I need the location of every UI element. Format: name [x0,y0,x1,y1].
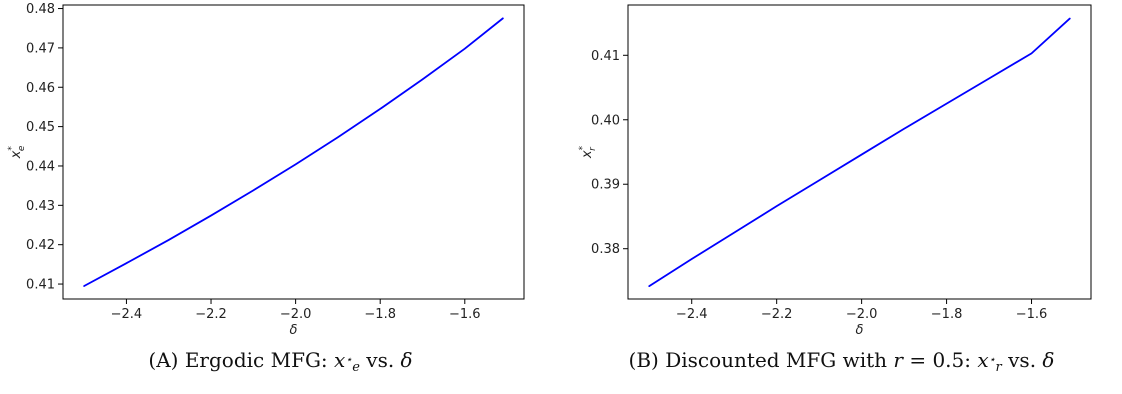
figure-panel-a: −2.4 −2.2 −2.0 −1.8 −1.6 0.41 0.42 0.43 0.44 0.45… [0,2,561,375]
caption-b-tail: vs. [1008,348,1037,372]
x-tick-label-b: −2.4 [676,307,708,322]
caption-b-text: Discounted MFG with [665,348,888,372]
y-tick-label-a: 0.44 [26,159,55,174]
y-tick-label-b: 0.40 [591,113,620,128]
caption-a-var: x⋆ [334,348,353,372]
x-tick-label-b: −1.6 [1016,307,1048,322]
series-line-b [648,17,1071,288]
caption-a-text: Ergodic MFG: [184,348,328,372]
caption-b-r-var: r [893,348,903,372]
x-tick-label-b: −1.8 [931,307,963,322]
x-tick-label-b: −2.0 [846,307,878,322]
plot-frame-b [627,4,1092,300]
caption-b-sub: r [995,360,1002,375]
caption-b-greek: δ [1042,348,1055,372]
y-tick-label-b: 0.41 [591,49,620,64]
y-axis-label-b: x*r [578,145,598,159]
caption-b: (B) Discounted MFG with r = 0.5: x⋆r vs.… [561,348,1122,375]
caption-a-tail: vs. [366,348,395,372]
x-tick-label-a: −2.0 [280,307,312,322]
x-tick-label-a: −1.6 [449,307,481,322]
plot-frame-a [62,4,525,300]
y-tick-label-a: 0.43 [26,199,55,214]
series-line-a [83,17,504,287]
caption-b-var: x⋆ [977,348,996,372]
y-tick-label-a: 0.41 [26,278,55,293]
x-tick-label-b: −2.2 [761,307,793,322]
caption-b-r-eq: = 0.5: [909,348,972,372]
caption-a-tag: (A) [148,348,179,372]
figure-panel-b: −2.4 −2.2 −2.0 −1.8 −1.6 0.38 0.39 0.40 0.41 δ x*r… [561,0,1122,394]
y-tick-label-b: 0.39 [591,178,620,193]
y-tick-label-a: 0.45 [26,120,55,135]
chart-a: −2.4 −2.2 −2.0 −1.8 −1.6 0.41 0.42 0.43 0.44 0.45… [7,2,525,338]
x-tick-label-a: −2.2 [195,307,227,322]
x-axis-label-a: δ [290,323,298,338]
caption-a-greek: δ [400,348,413,372]
x-tick-label-a: −2.4 [111,307,143,322]
y-tick-label-a: 0.48 [26,2,55,17]
y-tick-label-b: 0.38 [591,242,620,257]
x-tick-label-a: −1.8 [364,307,396,322]
caption-a: (A) Ergodic MFG: x⋆e vs. δ [0,348,561,375]
x-axis-label-b: δ [856,323,864,338]
y-axis-label-a: x*e [7,145,27,159]
y-tick-label-a: 0.47 [26,41,55,56]
chart-b: −2.4 −2.2 −2.0 −1.8 −1.6 0.38 0.39 0.40 0.41 δ x*r [578,4,1092,338]
caption-a-sub: e [352,360,360,375]
caption-b-tag: (B) [628,348,659,372]
y-tick-label-a: 0.46 [26,81,55,96]
y-tick-label-a: 0.42 [26,238,55,253]
